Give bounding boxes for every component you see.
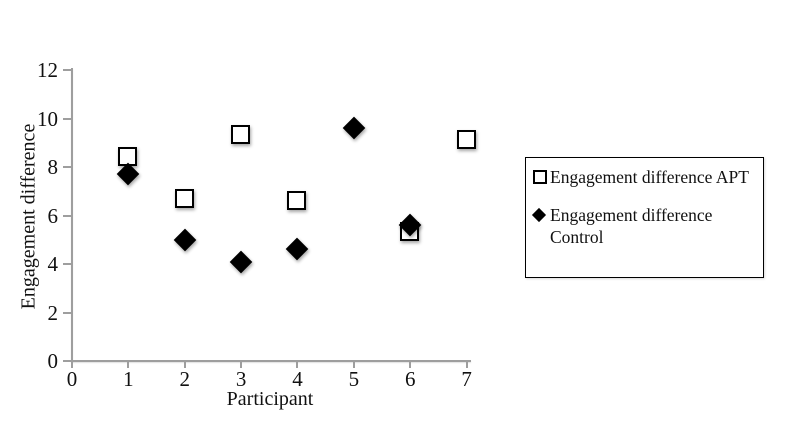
filled-diamond-icon [286, 238, 309, 261]
x-tick-mark [296, 361, 299, 368]
y-tick-mark [63, 263, 71, 265]
data-point-open-square [456, 130, 476, 150]
data-point-filled-diamond [398, 213, 422, 237]
x-tick-label: 7 [461, 367, 472, 391]
y-tick-label: 6 [47, 203, 59, 228]
open-square-icon [174, 188, 194, 208]
y-tick-mark [63, 69, 71, 71]
x-tick-label: 0 [66, 367, 78, 391]
data-point-filled-diamond [342, 116, 366, 140]
data-point-filled-diamond [286, 238, 309, 261]
data-point-open-square [174, 188, 194, 208]
x-tick-label: 5 [348, 367, 360, 391]
plot-area: 0 2 4 6 8 10 12 0 1 2 3 4 5 6 7 Participant Engagement… [17, 58, 476, 410]
y-axis-title: Engagement difference [17, 123, 40, 310]
x-tick-mark [71, 361, 73, 368]
x-tick-label: 2 [179, 367, 190, 391]
filled-diamond-icon [173, 228, 197, 252]
x-tick-mark [183, 361, 186, 368]
legend-label: Engagement difference APT [550, 167, 749, 187]
y-tick-label: 10 [37, 106, 58, 131]
x-axis-line [71, 360, 471, 362]
x-tick-label: 3 [235, 367, 247, 391]
filled-diamond-icon [229, 250, 253, 273]
x-tick-mark [409, 361, 412, 368]
y-tick-mark [63, 166, 71, 168]
data-point-open-square [287, 190, 307, 210]
y-tick-label: 0 [47, 349, 59, 373]
y-tick-label: 12 [37, 58, 58, 82]
x-tick-mark [240, 361, 243, 368]
open-square-icon [231, 125, 251, 145]
open-square-icon [287, 190, 307, 210]
y-tick-label: 4 [47, 252, 59, 276]
y-tick-label: 8 [47, 155, 59, 179]
filled-diamond-icon [117, 162, 140, 186]
x-tick-mark [352, 361, 355, 368]
data-point-open-square [231, 125, 251, 145]
x-tick-mark [465, 361, 468, 368]
data-point-filled-diamond [117, 162, 140, 186]
x-tick-label: 6 [404, 367, 416, 391]
x-tick-mark [127, 361, 130, 368]
legend-marker [531, 207, 547, 222]
legend-item: Engagement difference Control [531, 204, 759, 249]
y-axis-line [71, 68, 73, 362]
y-tick-label: 2 [47, 300, 59, 325]
filled-diamond-icon [342, 116, 366, 140]
y-tick-mark [63, 117, 71, 120]
filled-diamond-icon [398, 213, 422, 237]
y-tick-mark [63, 360, 71, 362]
data-point-filled-diamond [173, 228, 197, 252]
legend-marker [533, 170, 547, 184]
x-tick-label: 4 [292, 367, 303, 391]
data-point-filled-diamond [229, 250, 253, 273]
open-square-icon [456, 130, 476, 150]
x-tick-label: 1 [123, 367, 134, 391]
y-tick-mark [63, 311, 71, 314]
y-tick-mark [63, 214, 71, 217]
legend-item: Engagement difference APT [533, 167, 759, 189]
legend-label: Engagement difference Control [550, 204, 713, 247]
filled-diamond-icon [531, 207, 550, 222]
x-axis-title: Participant [226, 388, 314, 410]
legend: Engagement difference APT Engagement diff… [525, 157, 764, 278]
open-square-icon [533, 170, 550, 184]
